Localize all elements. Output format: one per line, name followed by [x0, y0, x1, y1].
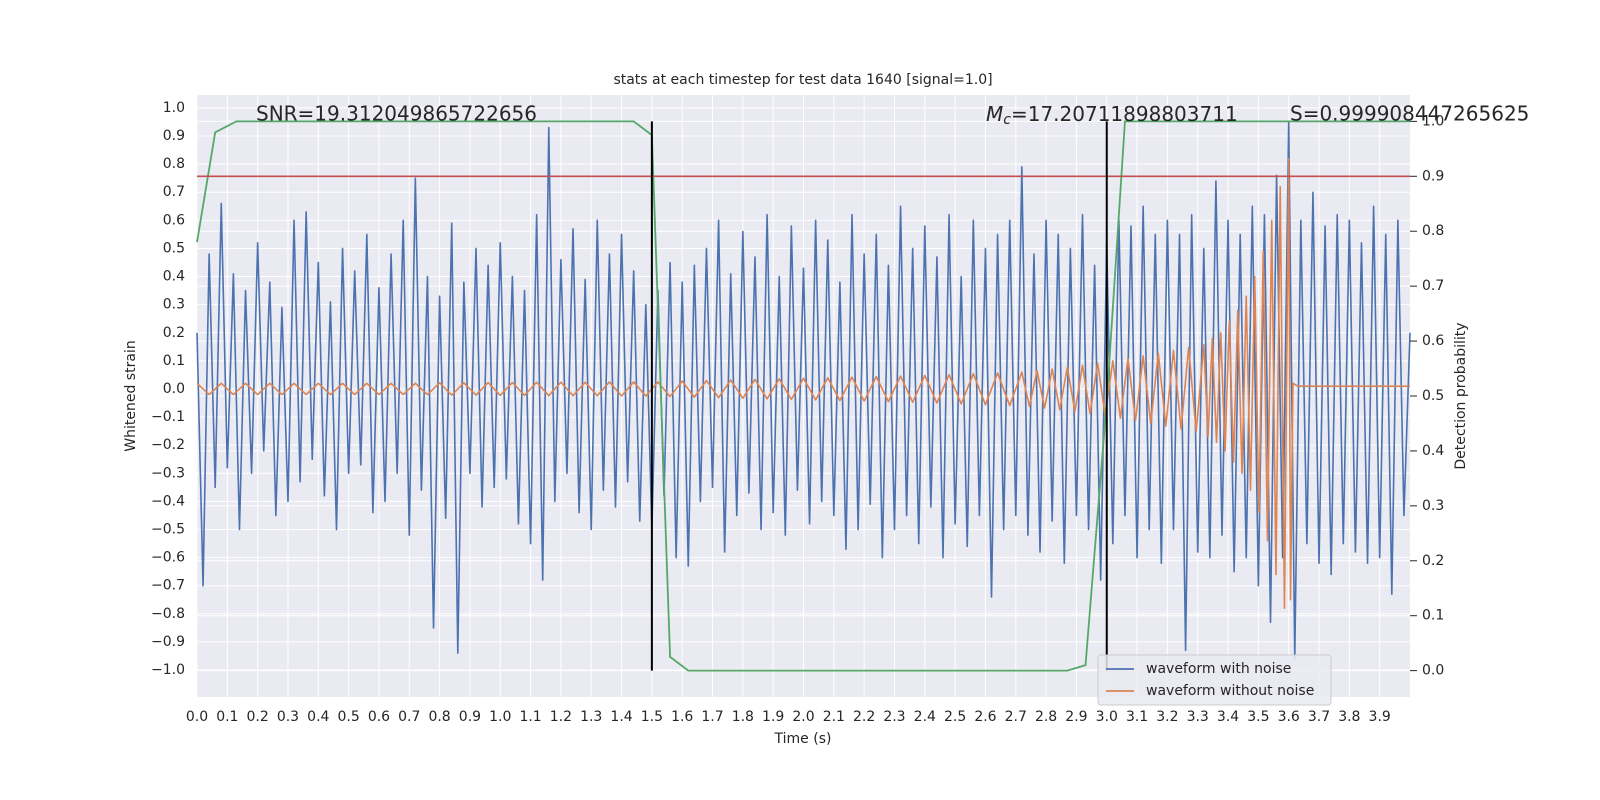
- x-tick-label: 2.0: [792, 709, 814, 725]
- y2-tick-label: 0.7: [1422, 278, 1444, 294]
- y-tick-label: −0.9: [151, 634, 185, 650]
- series-line: [196, 157, 1410, 609]
- x-tick-label: 3.7: [1308, 709, 1330, 725]
- x-tick-label: 3.3: [1187, 709, 1209, 725]
- x-axis-label: Time (s): [774, 731, 832, 747]
- x-tick-label: 0.6: [368, 709, 390, 725]
- y-tick-label: 0.4: [163, 269, 185, 285]
- x-tick-label: 2.3: [883, 709, 905, 725]
- y2-tick-label: 0.4: [1422, 443, 1444, 459]
- y2-tick-label: 0.0: [1422, 663, 1444, 679]
- x-tick-label: 2.4: [914, 709, 936, 725]
- x-tick-label: 3.0: [1096, 709, 1118, 725]
- x-tick-label: 0.1: [216, 709, 238, 725]
- x-tick-label: 3.5: [1247, 709, 1269, 725]
- x-tick-label: 0.0: [186, 709, 208, 725]
- y-tick-label: −0.4: [151, 493, 185, 509]
- y-tick-label: −0.6: [151, 550, 185, 566]
- x-tick-label: 1.2: [550, 709, 572, 725]
- y-tick-label: 0.3: [163, 297, 185, 313]
- x-tick-label: 2.2: [853, 709, 875, 725]
- legend-label: waveform with noise: [1146, 661, 1291, 677]
- x-tick-label: 1.1: [519, 709, 541, 725]
- mc-symbol: M: [986, 102, 1003, 126]
- x-tick-label: 2.1: [823, 709, 845, 725]
- y-tick-label: 0.8: [163, 156, 185, 172]
- y2-tick-label: 0.2: [1422, 553, 1444, 569]
- x-tick-label: 0.7: [398, 709, 420, 725]
- y2-axis-label: Detection probability: [1453, 322, 1469, 469]
- x-tick-label: 0.2: [247, 709, 269, 725]
- legend-label: waveform without noise: [1146, 683, 1314, 699]
- x-tick-label: 1.7: [701, 709, 723, 725]
- y-tick-label: 1.0: [163, 100, 185, 116]
- x-tick-label: 1.3: [580, 709, 602, 725]
- s-annotation: S=0.999908447265625: [1290, 102, 1529, 126]
- x-tick-label: 0.5: [337, 709, 359, 725]
- x-tick-label: 1.4: [610, 709, 632, 725]
- y-tick-label: 0.6: [163, 212, 185, 228]
- y-tick-label: −0.7: [151, 578, 185, 594]
- y2-tick-label: 0.3: [1422, 498, 1444, 514]
- x-tick-label: 2.5: [944, 709, 966, 725]
- x-tick-label: 0.9: [459, 709, 481, 725]
- detection-line: [196, 120, 1410, 672]
- x-tick-label: 3.9: [1369, 709, 1391, 725]
- x-tick-label: 0.8: [428, 709, 450, 725]
- mc-annotation: Mc=17.20711898803711: [986, 102, 1238, 129]
- snr-annotation: SNR=19.312049865722656: [256, 102, 537, 126]
- y2-tick-label: 0.8: [1422, 223, 1444, 239]
- y2-tick-label: 0.9: [1422, 168, 1444, 184]
- legend-box: [1097, 654, 1332, 706]
- x-tick-label: 0.3: [277, 709, 299, 725]
- y-tick-label: −0.3: [151, 465, 185, 481]
- y2-tick-label: 0.6: [1422, 333, 1444, 349]
- y-tick-label: 0.5: [163, 240, 185, 256]
- x-tick-label: 2.8: [1035, 709, 1057, 725]
- x-tick-label: 3.6: [1278, 709, 1300, 725]
- x-tick-label: 1.9: [762, 709, 784, 725]
- x-tick-label: 2.7: [1005, 709, 1027, 725]
- x-tick-label: 0.4: [307, 709, 329, 725]
- mc-subscript: c: [1003, 112, 1011, 128]
- x-tick-label: 1.5: [641, 709, 663, 725]
- y-tick-label: 0.1: [163, 353, 185, 369]
- x-tick-label: 3.8: [1338, 709, 1360, 725]
- x-tick-label: 2.6: [974, 709, 996, 725]
- mc-value: =17.20711898803711: [1011, 102, 1238, 126]
- y-tick-label: −1.0: [151, 662, 185, 678]
- x-tick-label: 1.8: [732, 709, 754, 725]
- y-tick-label: −0.5: [151, 521, 185, 537]
- y2-tick-label: 1.0: [1422, 113, 1444, 129]
- y-tick-label: −0.8: [151, 606, 185, 622]
- y-axis-label: Whitened strain: [123, 340, 139, 451]
- y-tick-label: 0.0: [163, 381, 185, 397]
- series-line: [196, 121, 1411, 660]
- y2-tick-label: 0.5: [1422, 388, 1444, 404]
- y-tick-label: 0.7: [163, 184, 185, 200]
- y-tick-label: 0.9: [163, 128, 185, 144]
- chart-title: stats at each timestep for test data 164…: [613, 72, 992, 88]
- y-tick-label: −0.1: [151, 409, 185, 425]
- y-tick-label: −0.2: [151, 437, 185, 453]
- x-tick-label: 1.6: [671, 709, 693, 725]
- x-tick-label: 3.2: [1156, 709, 1178, 725]
- x-tick-label: 3.4: [1217, 709, 1239, 725]
- x-tick-label: 2.9: [1065, 709, 1087, 725]
- x-tick-label: 3.1: [1126, 709, 1148, 725]
- y2-tick-label: 0.1: [1422, 608, 1444, 624]
- y-tick-label: 0.2: [163, 325, 185, 341]
- x-tick-label: 1.0: [489, 709, 511, 725]
